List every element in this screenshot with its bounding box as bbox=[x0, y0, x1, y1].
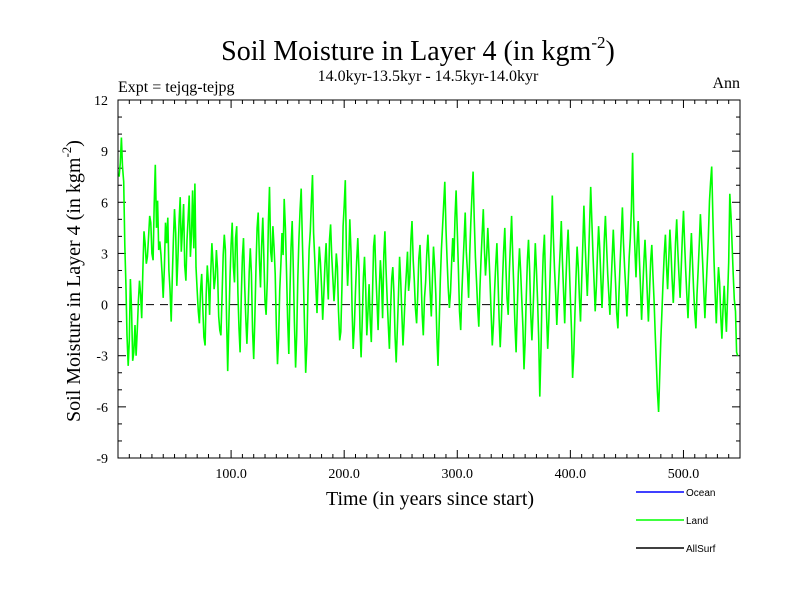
series-line-land bbox=[118, 137, 739, 413]
axis-tick-labels: -9 -6 -3 0 3 6 9 12 100.0 200.0 300.0 400.0 500.0 bbox=[94, 94, 699, 482]
x-tick-label: 500.0 bbox=[668, 467, 700, 482]
chart-title-superscript: -2 bbox=[591, 33, 605, 52]
x-tick-label: 400.0 bbox=[555, 467, 587, 482]
chart-title-main: Soil Moisture in Layer 4 (in kgm bbox=[221, 36, 591, 67]
y-axis-label-close: ) bbox=[63, 140, 85, 147]
y-tick-label: 3 bbox=[101, 247, 108, 262]
x-tick-label: 200.0 bbox=[328, 467, 360, 482]
chart-subtitle: 14.0kyr-13.5kyr - 14.5kyr-14.0kyr bbox=[318, 68, 539, 85]
y-axis-label-main: Soil Moisture in Layer 4 (in kgm bbox=[63, 157, 85, 422]
x-tick-label: 100.0 bbox=[215, 467, 247, 482]
y-tick-label: -6 bbox=[96, 401, 108, 416]
x-tick-label: 300.0 bbox=[442, 467, 474, 482]
chart-title-close: ) bbox=[606, 36, 615, 67]
legend-label-ocean: Ocean bbox=[686, 488, 715, 499]
y-axis-label: Soil Moisture in Layer 4 (in kgm-2) bbox=[59, 140, 85, 422]
y-tick-label: -3 bbox=[96, 350, 108, 365]
legend: Ocean Land AllSurf bbox=[636, 488, 716, 555]
y-tick-label: 9 bbox=[101, 145, 108, 160]
x-axis-label: Time (in years since start) bbox=[326, 488, 534, 510]
plot-frame bbox=[117, 99, 741, 459]
season-label: Ann bbox=[712, 75, 740, 92]
y-tick-label: 6 bbox=[101, 196, 108, 211]
chart-title: Soil Moisture in Layer 4 (in kgm-2) bbox=[221, 33, 615, 67]
y-tick-label: 0 bbox=[101, 299, 108, 314]
legend-label-land: Land bbox=[686, 516, 708, 527]
experiment-label: Expt = tejqg-tejpg bbox=[118, 79, 235, 96]
y-tick-label: 12 bbox=[94, 94, 108, 109]
legend-label-allsurf: AllSurf bbox=[686, 544, 716, 555]
y-axis-label-superscript: -2 bbox=[59, 147, 74, 158]
y-tick-label: -9 bbox=[96, 452, 108, 467]
